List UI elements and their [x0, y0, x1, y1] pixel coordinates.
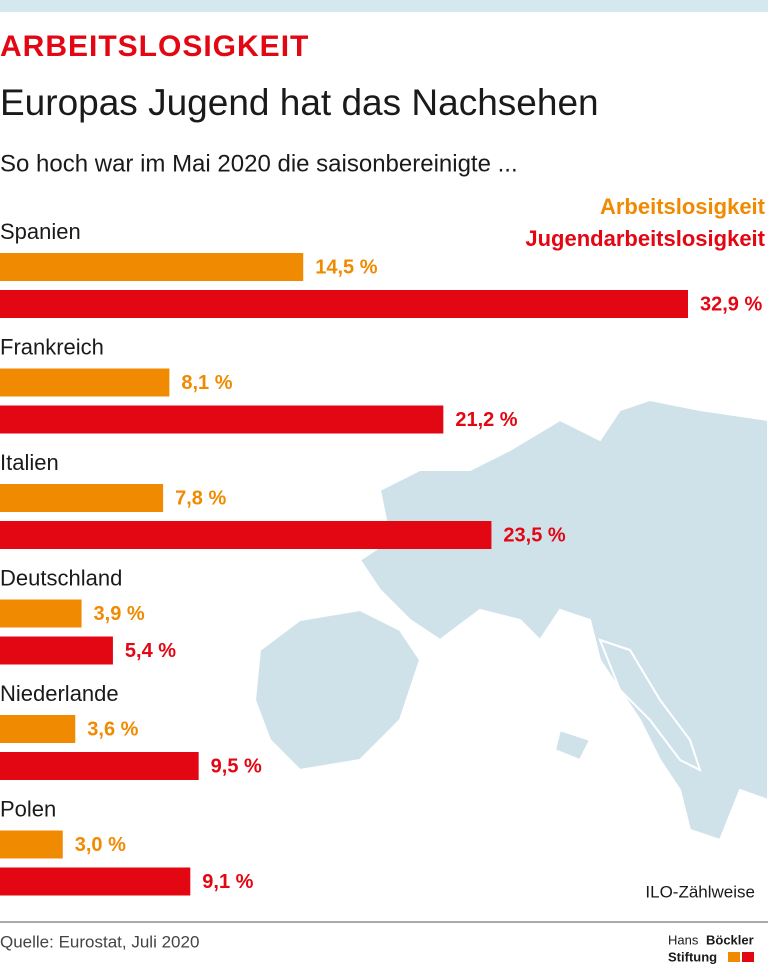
category-label: Polen — [0, 796, 56, 821]
note: ILO-Zählweise — [645, 882, 755, 901]
value-label: 32,9 % — [700, 293, 762, 315]
value-label: 5,4 % — [125, 640, 176, 662]
legend-entry: Jugendarbeitslosigkeit — [525, 226, 765, 251]
bar — [0, 752, 199, 780]
bar — [0, 521, 492, 549]
category-label: Italien — [0, 450, 59, 475]
value-label: 21,2 % — [455, 409, 517, 431]
bar — [0, 599, 82, 628]
legend-entry: Arbeitslosigkeit — [600, 194, 766, 219]
bar — [0, 368, 170, 397]
category-label: Deutschland — [0, 565, 122, 590]
brand-line1: Hans — [668, 932, 699, 947]
brand-line1-bold: Böckler — [706, 932, 754, 947]
value-label: 8,1 % — [181, 372, 232, 394]
bar — [0, 253, 304, 281]
value-label: 7,8 % — [175, 487, 226, 509]
value-label: 3,6 % — [87, 718, 138, 740]
category-label: Niederlande — [0, 681, 119, 706]
source: Quelle: Eurostat, Juli 2020 — [0, 932, 199, 951]
top-band — [0, 0, 768, 12]
value-label: 3,0 % — [75, 834, 126, 856]
value-label: 3,9 % — [94, 603, 145, 625]
value-label: 23,5 % — [503, 524, 565, 546]
bar — [0, 830, 63, 859]
bar — [0, 636, 113, 665]
brand-line2: Stiftung — [668, 949, 717, 964]
value-label: 14,5 % — [315, 256, 377, 278]
brand-square — [742, 952, 754, 962]
bar — [0, 290, 688, 318]
map-background — [253, 398, 768, 842]
bar — [0, 405, 444, 434]
brand-square — [728, 952, 740, 962]
bar — [0, 867, 191, 896]
kicker: ARBEITSLOSIGKEIT — [0, 30, 309, 63]
category-label: Frankreich — [0, 334, 104, 359]
bar — [0, 715, 76, 743]
subtitle: So hoch war im Mai 2020 die saisonberein… — [0, 150, 518, 177]
value-label: 9,1 % — [202, 871, 253, 893]
chart-title: Europas Jugend hat das Nachsehen — [0, 82, 599, 123]
bar — [0, 484, 164, 512]
value-label: 9,5 % — [211, 755, 262, 777]
category-label: Spanien — [0, 219, 81, 244]
